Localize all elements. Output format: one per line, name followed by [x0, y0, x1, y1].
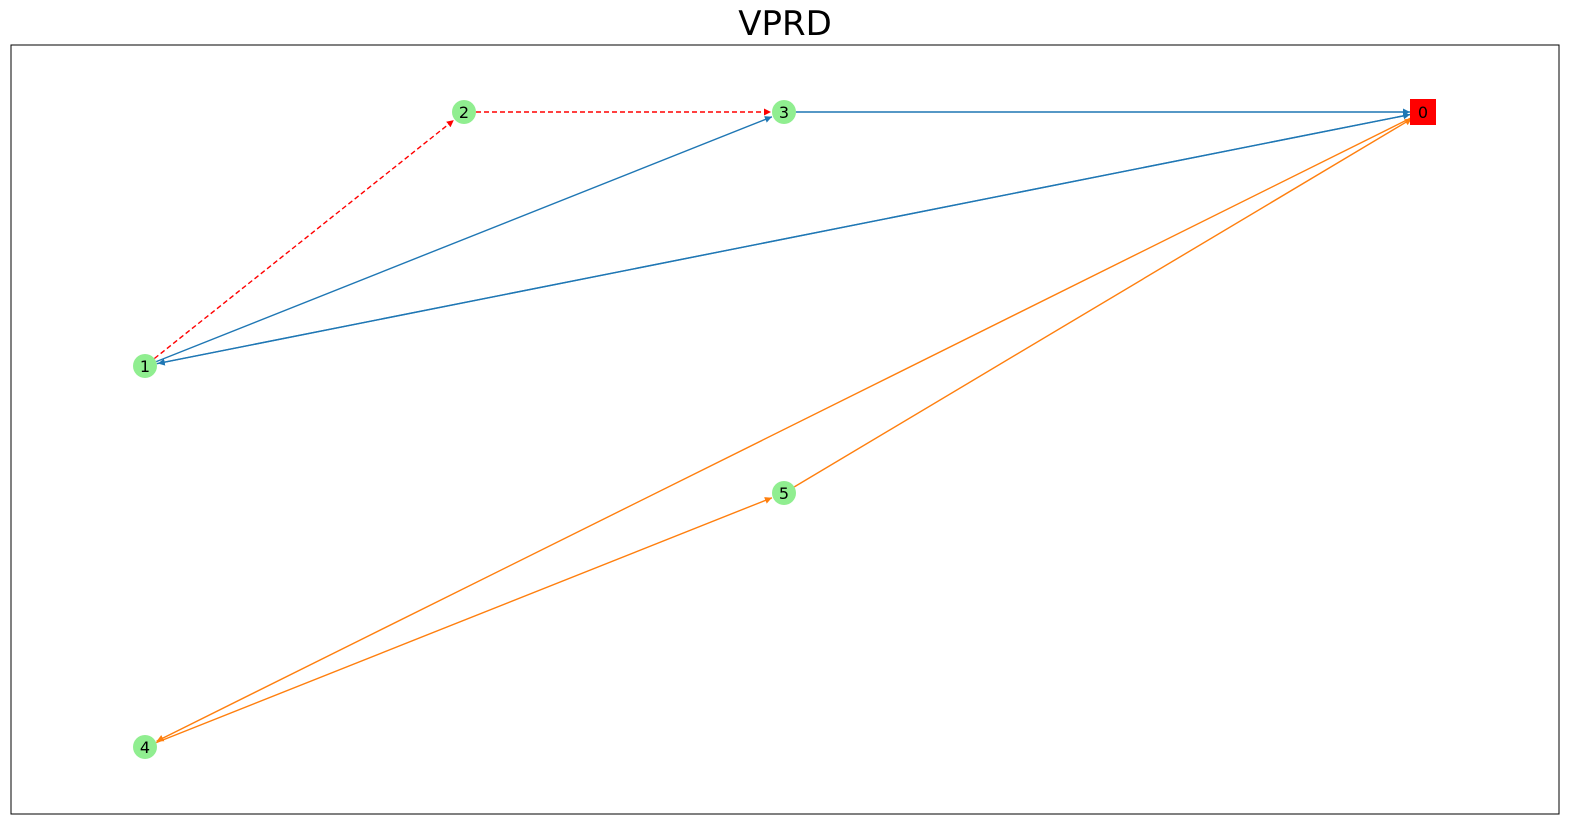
customer-node-circle	[772, 100, 796, 124]
edges-layer	[153, 108, 1413, 744]
node-label: 2	[459, 103, 469, 122]
customer-node-circle	[133, 354, 157, 378]
node-label: 5	[779, 484, 789, 503]
edge-5-to-0	[793, 118, 1413, 488]
node-label: 1	[140, 357, 150, 376]
plot-frame	[10, 44, 1560, 815]
node-label: 4	[140, 738, 150, 757]
node-label: 0	[1418, 103, 1428, 122]
node-5: 5	[772, 481, 796, 505]
edge-4-to-5	[155, 497, 773, 744]
node-1: 1	[133, 354, 157, 378]
node-2: 2	[452, 100, 476, 124]
node-3: 3	[772, 100, 796, 124]
customer-node-circle	[452, 100, 476, 124]
edge-1-to-2	[153, 119, 455, 360]
edge-1-to-3	[155, 116, 773, 363]
node-0: 0	[1410, 99, 1436, 125]
customer-node-circle	[133, 735, 157, 759]
figure-title: VPRD	[738, 4, 832, 44]
customer-node-circle	[772, 481, 796, 505]
edge-0-to-4	[156, 116, 1413, 742]
edge-0-to-1	[157, 113, 1412, 366]
node-label: 3	[779, 103, 789, 122]
nodes-layer: 0 1 2 3 4 5	[133, 99, 1436, 759]
depot-node-square	[1410, 99, 1436, 125]
node-4: 4	[133, 735, 157, 759]
